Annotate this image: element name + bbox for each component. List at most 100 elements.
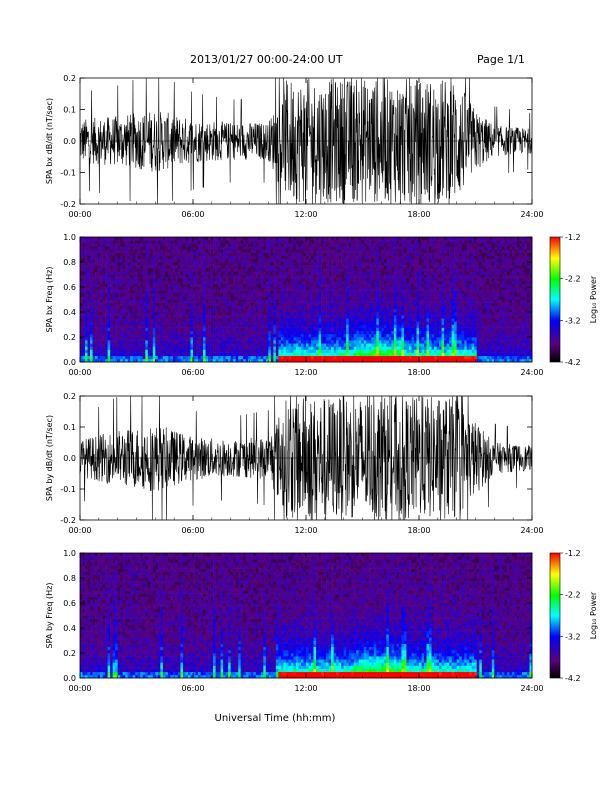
heatmap-cell xyxy=(165,305,169,310)
heatmap-cell xyxy=(210,321,214,325)
heatmap-cell xyxy=(157,290,161,294)
heatmap-cell xyxy=(308,268,312,272)
heatmap-cell xyxy=(95,337,98,341)
heatmap-cell xyxy=(165,274,169,278)
heatmap-cell xyxy=(157,274,161,278)
heatmap-cell xyxy=(326,287,329,291)
heatmap-cell xyxy=(187,299,191,303)
heatmap-cell xyxy=(351,346,355,350)
heatmap-cell xyxy=(208,287,211,291)
heatmap-cell xyxy=(228,346,231,350)
heatmap-cell xyxy=(100,324,103,328)
heatmap-cell xyxy=(150,240,154,244)
heatmap-cell xyxy=(135,299,139,303)
heatmap-cell xyxy=(323,308,327,313)
heatmap-cell xyxy=(358,287,362,291)
heatmap-cell xyxy=(213,271,216,275)
heatmap-cell xyxy=(228,330,231,335)
heatmap-cell xyxy=(243,343,247,347)
heatmap-cell xyxy=(85,352,88,357)
heatmap-cell xyxy=(208,277,211,282)
heatmap-cell xyxy=(328,246,332,250)
heatmap-cell xyxy=(210,312,214,316)
heatmap-cell xyxy=(177,249,181,253)
heatmap-cell xyxy=(383,346,387,350)
heatmap-cell xyxy=(130,299,134,303)
heatmap-cell xyxy=(351,337,355,341)
heatmap-cell xyxy=(203,355,206,360)
heatmap-cell xyxy=(371,312,375,316)
heatmap-cell xyxy=(328,340,332,344)
heatmap-cell xyxy=(303,315,307,319)
heatmap-cell xyxy=(260,252,264,257)
heatmap-cell xyxy=(95,358,98,363)
heatmap-cell xyxy=(230,262,234,266)
heatmap-cell xyxy=(331,337,334,341)
heatmap-cell xyxy=(250,249,254,253)
heatmap-cell xyxy=(368,268,372,272)
heatmap-cell xyxy=(230,237,234,241)
heatmap-cell xyxy=(208,290,211,294)
heatmap-cell xyxy=(105,346,108,350)
heatmap-cell xyxy=(373,265,377,269)
heatmap-cell xyxy=(205,302,209,307)
heatmap-cell xyxy=(180,349,184,353)
heatmap-cell xyxy=(358,324,362,328)
heatmap-cell xyxy=(87,274,91,278)
heatmap-cell xyxy=(366,318,370,322)
heatmap-cell xyxy=(295,308,299,313)
heatmap-cell xyxy=(273,243,277,247)
heatmap-cell xyxy=(225,296,229,300)
heatmap-cell xyxy=(233,293,236,297)
heatmap-cell xyxy=(358,321,362,325)
heatmap-cell xyxy=(366,321,370,325)
heatmap-cell xyxy=(182,343,186,347)
heatmap-cell xyxy=(155,262,159,266)
heatmap-cell xyxy=(263,296,267,300)
heatmap-cell xyxy=(333,287,337,291)
heatmap-cell xyxy=(228,246,231,250)
heatmap-cell xyxy=(90,243,93,247)
heatmap-cell xyxy=(175,305,179,310)
heatmap-cell xyxy=(373,271,377,275)
heatmap-cell xyxy=(117,302,121,307)
heatmap-cell xyxy=(100,268,103,272)
heatmap-cell xyxy=(285,283,289,288)
heatmap-cell xyxy=(137,346,141,350)
heatmap-cell xyxy=(348,349,352,353)
heatmap-cell xyxy=(233,337,236,341)
heatmap-cell xyxy=(381,277,385,282)
heatmap-cell xyxy=(328,355,332,360)
heatmap-cell xyxy=(348,271,352,275)
heatmap-cell xyxy=(331,280,334,285)
heatmap-cell xyxy=(368,265,372,269)
heatmap-cell xyxy=(263,246,267,250)
heatmap-cell xyxy=(82,249,86,253)
heatmap-cell xyxy=(80,355,83,360)
heatmap-cell xyxy=(378,258,382,263)
heatmap-cell xyxy=(175,262,179,266)
heatmap-cell xyxy=(165,324,169,328)
heatmap-cell xyxy=(268,249,272,253)
heatmap-cell xyxy=(378,283,382,288)
y-tick-label: -0.2 xyxy=(60,200,76,209)
heatmap-cell xyxy=(172,337,176,341)
heatmap-cell xyxy=(97,252,101,257)
heatmap-cell xyxy=(288,283,292,288)
heatmap-cell xyxy=(100,315,103,319)
heatmap-cell xyxy=(341,324,344,328)
heatmap-cell xyxy=(253,302,257,307)
heatmap-cell xyxy=(288,337,292,341)
heatmap-cell xyxy=(366,280,370,285)
heatmap-cell xyxy=(323,340,327,344)
heatmap-cell xyxy=(218,299,221,303)
heatmap-cell xyxy=(165,280,169,285)
heatmap-cell xyxy=(311,346,314,350)
heatmap-cell xyxy=(343,252,347,257)
heatmap-cell xyxy=(187,255,191,260)
heatmap-cell xyxy=(125,240,129,244)
heatmap-cell xyxy=(140,283,144,288)
heatmap-cell xyxy=(142,287,146,291)
heatmap-cell xyxy=(288,327,292,332)
heatmap-cell xyxy=(135,246,139,250)
